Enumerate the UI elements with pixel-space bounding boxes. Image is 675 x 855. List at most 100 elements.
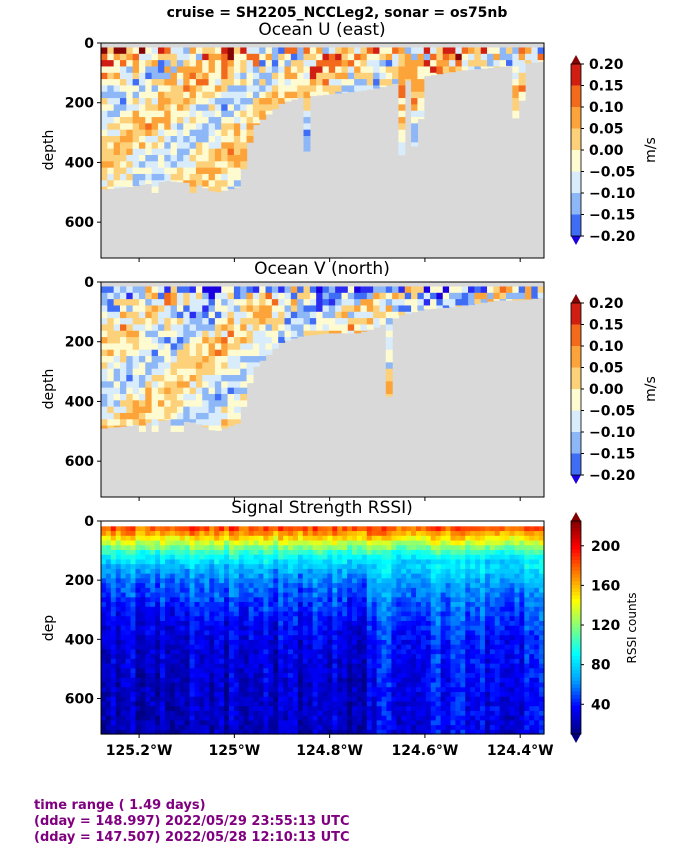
heatmap-cell [292,710,299,717]
heatmap-cell [233,47,241,55]
heatmap-cell [356,677,363,684]
heatmap-cell [189,129,197,137]
heatmap-cell [253,620,260,627]
heatmap-cell [373,305,381,313]
heatmap-cell [455,573,461,579]
heatmap-cell [138,79,146,87]
heatmap-cell [379,286,387,294]
heatmap-cell [352,644,358,650]
heatmap-cell [265,110,273,115]
heatmap-cell [391,706,397,712]
heatmap-cell [425,682,432,688]
heatmap-cell [373,85,381,89]
heatmap-cell [233,400,241,408]
heatmap-cell [179,710,186,717]
heatmap-cell [341,60,349,68]
heatmap-cell [278,602,284,608]
heatmap-cell [183,286,191,294]
heatmap-cell [435,616,442,622]
heatmap-cell [312,691,319,698]
heatmap-cell [199,677,205,684]
heatmap-cell [371,729,378,735]
heatmap-cell [307,620,314,627]
heatmap-cell [189,53,197,61]
heatmap-cell [120,668,127,674]
heatmap-cell [243,568,250,575]
heatmap-cell [312,559,319,565]
heatmap-cell [113,375,121,382]
heatmap-cell [258,545,265,551]
heatmap-cell [283,597,289,603]
heatmap-cell [101,687,107,693]
heatmap-cell [347,535,353,542]
heatmap-cell [376,691,383,698]
heatmap-cell [381,644,388,650]
heatmap-cell [214,180,222,188]
heatmap-cell [227,362,235,370]
heatmap-cell [105,564,112,570]
heatmap-cell [356,630,363,636]
heatmap-cell [327,701,333,707]
heatmap-cell [411,687,417,693]
heatmap-cell [278,324,286,332]
heatmap-cell [253,549,260,556]
heatmap-cell [423,286,431,294]
heatmap-cell [170,400,178,408]
heatmap-cell [366,701,373,707]
heatmap-cell [209,573,215,579]
heatmap-cell [278,47,286,55]
heatmap-cell [263,602,269,608]
heatmap-cell [238,616,245,622]
heatmap-cell [342,668,348,674]
heatmap-cell [430,668,437,674]
heatmap-cell [214,129,222,137]
heatmap-cell [174,706,181,712]
heatmap-cell [356,654,363,660]
heatmap-cell [219,611,225,617]
heatmap-cell [138,425,146,432]
heatmap-cell [312,616,319,622]
heatmap-cell [297,606,304,613]
heatmap-cell [416,644,422,650]
heatmap-cell [145,148,153,156]
heatmap-cell [155,725,161,731]
heatmap-cell [113,299,121,307]
heatmap-cell [406,549,412,556]
heatmap-cell [101,286,108,294]
heatmap-cell [125,592,132,598]
heatmap-cell [450,639,456,646]
heatmap-cell [290,72,298,80]
heatmap-cell [297,620,304,627]
heatmap-cell [518,72,526,80]
heatmap-cell [406,611,412,617]
heatmap-cell [228,559,235,565]
heatmap-cell [233,406,241,414]
heatmap-cell [322,540,329,546]
heatmap-cell [435,531,442,537]
heatmap-cell [284,60,292,68]
heatmap-cell [268,578,274,584]
heatmap-cell [366,549,373,556]
heatmap-cell [335,292,343,300]
heatmap-cell [155,535,161,542]
heatmap-cell [435,564,442,570]
heatmap-cell [195,299,203,307]
heatmap-cell [401,592,407,598]
heatmap-cell [208,167,216,175]
heatmap-cell [140,597,146,603]
heatmap-cell [411,597,417,603]
heatmap-cell [189,142,197,150]
heatmap-cell [361,573,368,579]
heatmap-cell [120,625,127,632]
heatmap-cell [312,625,319,632]
heatmap-cell [183,318,191,326]
heatmap-cell [145,597,151,603]
heatmap-cell [120,720,127,726]
heatmap-cell [240,98,248,105]
heatmap-cell [110,673,117,679]
heatmap-cell [361,691,368,698]
heatmap-cell [312,526,319,532]
heatmap-cell [288,545,294,551]
heatmap-cell [105,701,112,707]
heatmap-cell [303,292,311,300]
